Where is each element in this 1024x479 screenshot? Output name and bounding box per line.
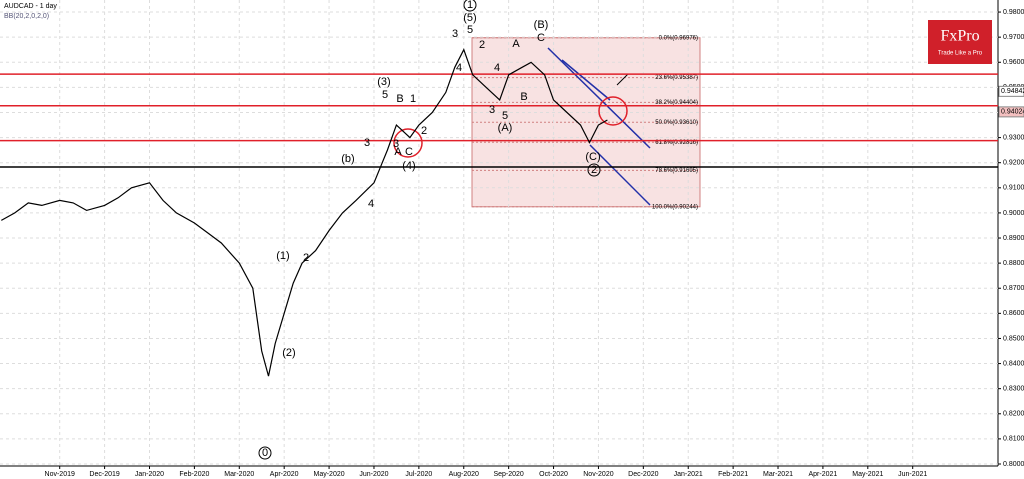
channel-line — [561, 59, 611, 101]
wave-label: A — [512, 38, 520, 50]
wave-label: B — [396, 93, 403, 105]
arrow — [616, 73, 629, 86]
price-line — [1, 48, 608, 377]
fib-label: 23.6%(0.95387) — [655, 75, 698, 81]
wave-label: 2 — [421, 125, 427, 137]
x-tick-label: Nov-2020 — [583, 471, 613, 478]
wave-circle — [587, 163, 601, 177]
x-tick-label: Jan-2021 — [674, 471, 703, 478]
wave-label: (C) — [585, 151, 600, 163]
logo: FxPro — [940, 28, 979, 45]
wave-label: (5) — [463, 12, 476, 24]
x-tick-label: Jan-2020 — [135, 471, 164, 478]
x-tick-label: Jun-2020 — [359, 471, 388, 478]
wave-label: A — [394, 146, 402, 158]
x-tick-label: Aug-2020 — [449, 471, 479, 478]
indicator-label: BB(20,2,0,2,0) — [4, 13, 49, 20]
wave-circle — [463, 0, 477, 12]
wave-label: B — [520, 91, 527, 103]
x-tick-label: Dec-2019 — [89, 471, 119, 478]
fib-label: 78.6%(0.91695) — [655, 168, 698, 174]
tagline: Trade Like a Pro — [938, 51, 983, 57]
price-tag-box — [998, 85, 1024, 97]
wave-label: 4 — [494, 62, 500, 74]
highlight-circle — [598, 96, 628, 126]
x-tick-label: Feb-2021 — [718, 471, 748, 478]
x-tick-label: Mar-2020 — [224, 471, 254, 478]
fib-label: 61.8%(0.92816) — [655, 140, 698, 146]
wave-label: (1) — [276, 250, 289, 262]
fib-label: 0.0%(0.96976) — [659, 35, 698, 41]
x-tick-label: May-2020 — [314, 471, 345, 478]
wave-label: 3 — [489, 104, 495, 116]
wave-label: 3 — [364, 137, 370, 149]
channel-line — [547, 47, 651, 149]
price-tag: 0.94842 — [1001, 88, 1024, 95]
x-tick-label: Apr-2020 — [270, 471, 299, 478]
fib-label: 50.0%(0.93610) — [655, 120, 698, 126]
price-tag: 0.94024 — [1001, 109, 1024, 116]
wave-label: 5 — [467, 24, 473, 36]
wave-label: 1 — [467, 0, 473, 11]
x-tick-label: Dec-2020 — [628, 471, 658, 478]
logo-box — [928, 20, 992, 64]
x-tick-label: Feb-2020 — [179, 471, 209, 478]
x-tick-label: May-2021 — [852, 471, 883, 478]
wave-label: (3) — [377, 76, 390, 88]
wave-label: (A) — [498, 122, 513, 134]
channel-line — [589, 144, 651, 206]
highlight-circle — [393, 128, 423, 158]
x-tick-label: Apr-2021 — [809, 471, 838, 478]
wave-label: (B) — [534, 19, 549, 31]
wave-label: 2 — [303, 252, 309, 264]
wave-label: 1 — [410, 93, 416, 105]
x-tick-label: Nov-2019 — [45, 471, 75, 478]
wave-label: C — [537, 32, 545, 44]
wave-label: 2 — [591, 164, 597, 176]
wave-label: (2) — [282, 347, 295, 359]
chart-title: AUDCAD - 1 day — [4, 3, 57, 10]
fib-label: 38.2%(0.94404) — [655, 100, 698, 106]
wave-label: 2 — [479, 39, 485, 51]
wave-label: 5 — [502, 110, 508, 122]
wave-label: C — [405, 146, 413, 158]
wave-label: 3 — [393, 138, 399, 150]
x-tick-label: Oct-2020 — [539, 471, 568, 478]
fib-label: 100.0%(0.90244) — [652, 204, 698, 210]
y-tick-label: 0.80000 — [1003, 461, 1024, 468]
wave-label: (b) — [341, 153, 354, 165]
wave-circle — [258, 446, 272, 460]
layer — [0, 0, 998, 466]
x-tick-label: Jul-2020 — [405, 471, 432, 478]
wave-label: 3 — [452, 28, 458, 40]
x-tick-label: Sep-2020 — [493, 471, 523, 478]
price-tag-box — [998, 106, 1024, 118]
x-tick-label: Jun-2021 — [898, 471, 927, 478]
wave-label: (4) — [402, 160, 415, 172]
wave-label: 4 — [456, 62, 462, 74]
wave-label: 4 — [368, 198, 374, 210]
x-tick-label: Mar-2021 — [763, 471, 793, 478]
wave-label: 5 — [382, 89, 388, 101]
wave-label: 0 — [262, 447, 268, 459]
